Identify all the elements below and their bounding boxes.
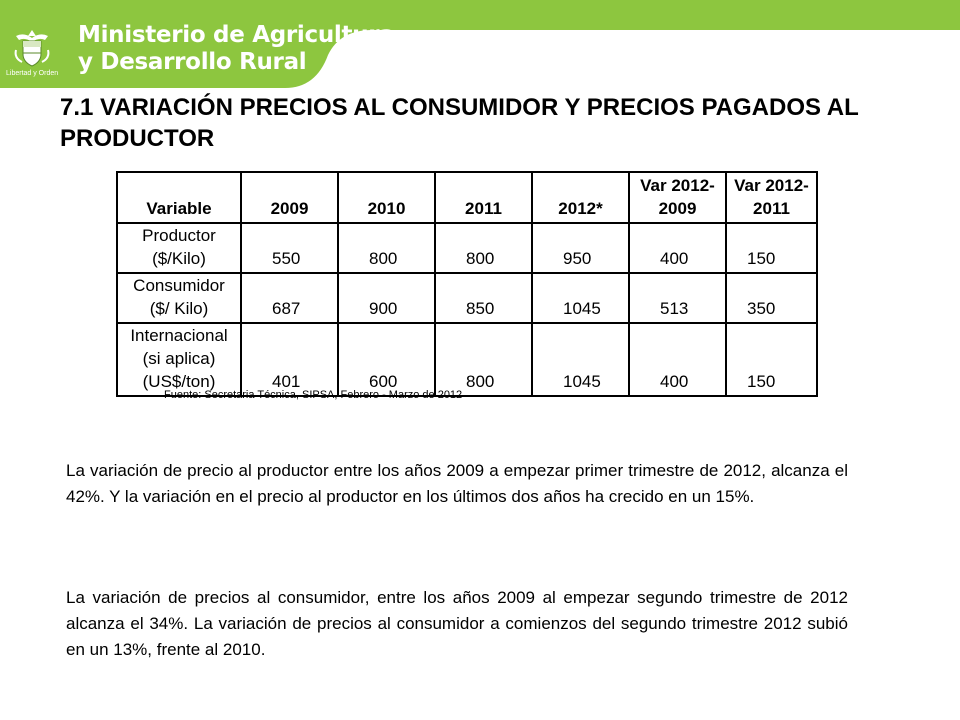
value-cell: 687 (240, 272, 339, 324)
variable-cell: Consumidor ($/ Kilo) (116, 272, 242, 324)
value-cell: 513 (628, 272, 727, 324)
value-cell: 900 (337, 272, 436, 324)
value-cell: 1045 (531, 322, 630, 397)
value-cell: 150 (725, 322, 818, 397)
table-row: Productor ($/Kilo) 550 800 800 950 400 1… (116, 222, 818, 274)
value-cell: 550 (240, 222, 339, 274)
price-table: Variable 2009 2010 2011 2012* Var 2012- … (116, 171, 818, 397)
header-cell: Variable (116, 171, 242, 224)
value-cell: 800 (337, 222, 436, 274)
variable-cell: Internacional (si aplica) (US$/ton) (116, 322, 242, 397)
value-cell: 150 (725, 222, 818, 274)
value-cell: 401 (240, 322, 339, 397)
value-cell: 850 (434, 272, 533, 324)
header-cell: Var 2012- 2009 (628, 171, 727, 224)
variable-cell: Productor ($/Kilo) (116, 222, 242, 274)
value-cell: 350 (725, 272, 818, 324)
value-cell: 1045 (531, 272, 630, 324)
header-cell: 2011 (434, 171, 533, 224)
header-cell: 2012* (531, 171, 630, 224)
header-band (0, 0, 960, 88)
motto: Libertad y Orden (6, 70, 59, 77)
value-cell: 800 (434, 322, 533, 397)
table-row: Consumidor ($/ Kilo) 687 900 850 1045 51… (116, 272, 818, 324)
header-cell: 2010 (337, 171, 436, 224)
ministry-logo: Ministerio de Agricultura y Desarrollo R… (78, 22, 395, 76)
source-note: Fuente: Secretaria Técnica, SIPSA, Febre… (164, 389, 463, 401)
slide-title: 7.1 VARIACIÓN PRECIOS AL CONSUMIDOR Y PR… (60, 94, 859, 152)
header-cell: Var 2012- 2011 (725, 171, 818, 224)
value-cell: 400 (628, 322, 727, 397)
colombia-coat-of-arms-icon (14, 30, 50, 67)
value-cell: 600 (337, 322, 436, 397)
logo-line-2: y Desarrollo Rural (78, 49, 307, 75)
paragraph-producer: La variación de precio al productor entr… (66, 461, 848, 506)
logo-line-1: Ministerio de Agricultura (78, 22, 395, 48)
value-cell: 950 (531, 222, 630, 274)
paragraph-consumer: La variación de precios al consumidor, e… (66, 588, 848, 659)
table-row: Internacional (si aplica) (US$/ton) 401 … (116, 322, 818, 397)
header-cell: 2009 (240, 171, 339, 224)
value-cell: 400 (628, 222, 727, 274)
table-header-row: Variable 2009 2010 2011 2012* Var 2012- … (116, 171, 818, 224)
value-cell: 800 (434, 222, 533, 274)
